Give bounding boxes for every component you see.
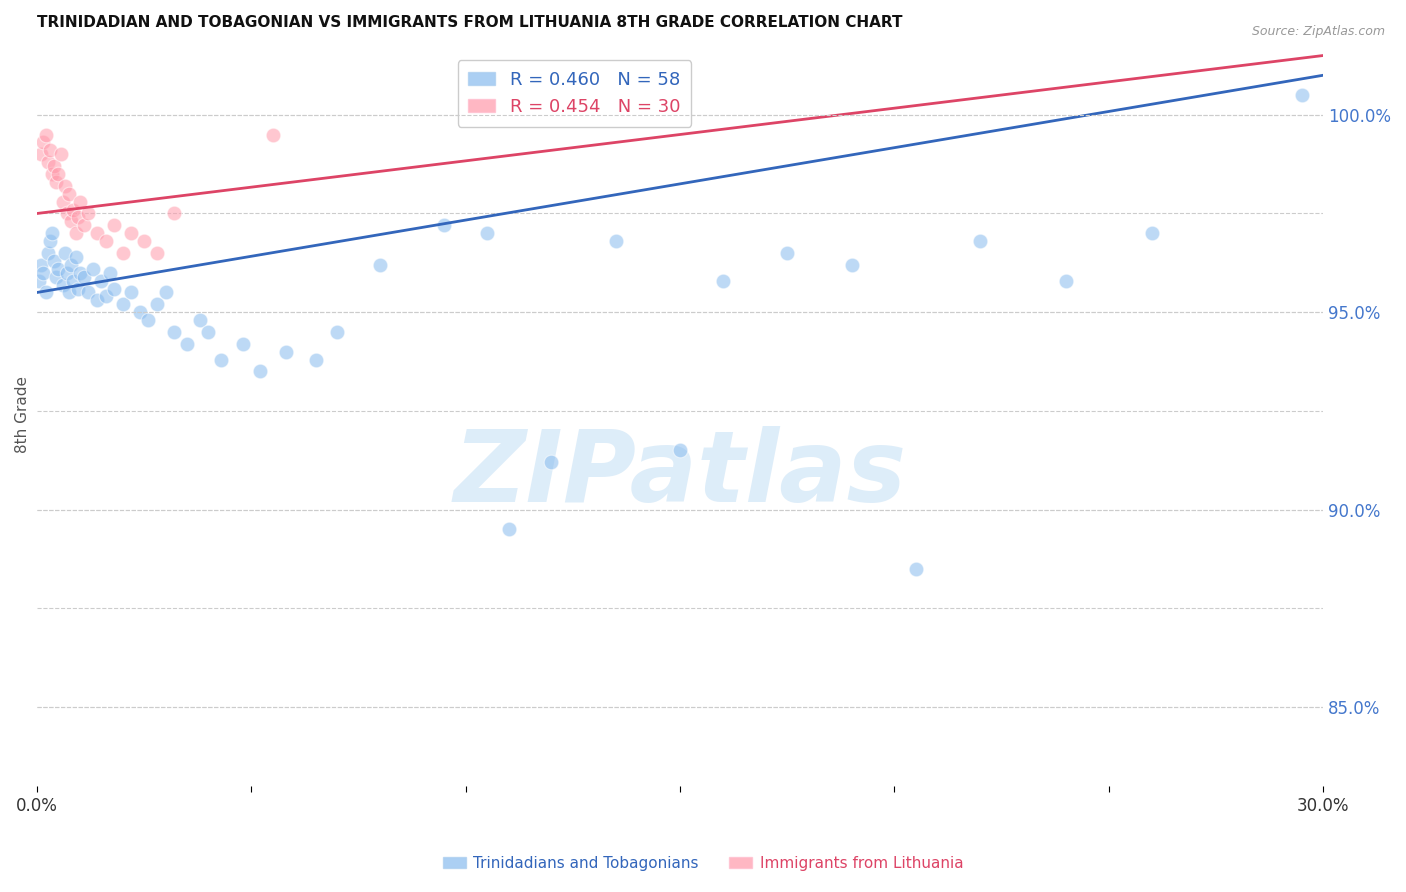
Point bbox=[77, 285, 100, 300]
Point bbox=[48, 261, 70, 276]
Point bbox=[28, 274, 51, 288]
Point bbox=[155, 285, 177, 300]
Point bbox=[188, 313, 211, 327]
Point bbox=[197, 325, 219, 339]
Point bbox=[53, 246, 76, 260]
Point bbox=[56, 266, 79, 280]
Point bbox=[1140, 226, 1163, 240]
Point bbox=[111, 297, 134, 311]
Point bbox=[73, 219, 96, 233]
Y-axis label: 8th Grade: 8th Grade bbox=[15, 376, 30, 453]
Point bbox=[274, 344, 297, 359]
Legend: R = 0.460   N = 58, R = 0.454   N = 30: R = 0.460 N = 58, R = 0.454 N = 30 bbox=[457, 60, 692, 127]
Point bbox=[41, 226, 63, 240]
Point bbox=[98, 266, 121, 280]
Point bbox=[605, 234, 627, 248]
Legend: Trinidadians and Tobagonians, Immigrants from Lithuania: Trinidadians and Tobagonians, Immigrants… bbox=[436, 850, 970, 877]
Point bbox=[90, 274, 112, 288]
Point bbox=[776, 246, 799, 260]
Point bbox=[103, 219, 125, 233]
Point bbox=[62, 274, 84, 288]
Point bbox=[209, 352, 232, 367]
Point bbox=[77, 206, 100, 220]
Point bbox=[86, 226, 108, 240]
Point bbox=[111, 246, 134, 260]
Point bbox=[249, 364, 271, 378]
Point bbox=[60, 258, 83, 272]
Point bbox=[540, 455, 562, 469]
Point bbox=[969, 234, 991, 248]
Point bbox=[58, 186, 80, 201]
Point bbox=[30, 147, 52, 161]
Point bbox=[38, 143, 60, 157]
Point bbox=[41, 167, 63, 181]
Point bbox=[326, 325, 349, 339]
Point bbox=[176, 336, 198, 351]
Point bbox=[32, 136, 55, 150]
Point bbox=[45, 269, 67, 284]
Point bbox=[120, 226, 142, 240]
Point bbox=[73, 269, 96, 284]
Point bbox=[433, 219, 456, 233]
Point bbox=[48, 167, 70, 181]
Point bbox=[1291, 88, 1313, 103]
Point bbox=[262, 128, 284, 142]
Point bbox=[49, 147, 72, 161]
Point bbox=[45, 175, 67, 189]
Point bbox=[53, 178, 76, 193]
Point bbox=[232, 336, 254, 351]
Point bbox=[62, 202, 84, 217]
Point bbox=[37, 246, 59, 260]
Point bbox=[32, 266, 55, 280]
Point bbox=[86, 293, 108, 308]
Point bbox=[94, 289, 117, 303]
Point bbox=[711, 274, 734, 288]
Point bbox=[37, 155, 59, 169]
Point bbox=[52, 194, 75, 209]
Point bbox=[1054, 274, 1077, 288]
Point bbox=[134, 234, 156, 248]
Point bbox=[94, 234, 117, 248]
Point bbox=[146, 297, 169, 311]
Point bbox=[163, 206, 186, 220]
Point bbox=[669, 443, 692, 458]
Text: ZIPatlas: ZIPatlas bbox=[454, 425, 907, 523]
Point bbox=[163, 325, 186, 339]
Point bbox=[138, 313, 160, 327]
Point bbox=[66, 281, 89, 295]
Point bbox=[56, 206, 79, 220]
Point bbox=[38, 234, 60, 248]
Point bbox=[66, 211, 89, 225]
Point bbox=[65, 226, 87, 240]
Point bbox=[34, 285, 56, 300]
Text: Source: ZipAtlas.com: Source: ZipAtlas.com bbox=[1251, 25, 1385, 38]
Point bbox=[120, 285, 142, 300]
Point bbox=[904, 562, 927, 576]
Point bbox=[368, 258, 391, 272]
Point bbox=[498, 523, 520, 537]
Point bbox=[841, 258, 863, 272]
Point bbox=[52, 277, 75, 292]
Point bbox=[69, 266, 91, 280]
Point bbox=[146, 246, 169, 260]
Text: TRINIDADIAN AND TOBAGONIAN VS IMMIGRANTS FROM LITHUANIA 8TH GRADE CORRELATION CH: TRINIDADIAN AND TOBAGONIAN VS IMMIGRANTS… bbox=[37, 15, 903, 30]
Point bbox=[475, 226, 498, 240]
Point bbox=[30, 258, 52, 272]
Point bbox=[60, 214, 83, 228]
Point bbox=[82, 261, 104, 276]
Point bbox=[34, 128, 56, 142]
Point bbox=[103, 281, 125, 295]
Point bbox=[128, 305, 150, 319]
Point bbox=[42, 159, 65, 173]
Point bbox=[58, 285, 80, 300]
Point bbox=[69, 194, 91, 209]
Point bbox=[304, 352, 326, 367]
Point bbox=[42, 253, 65, 268]
Point bbox=[65, 250, 87, 264]
